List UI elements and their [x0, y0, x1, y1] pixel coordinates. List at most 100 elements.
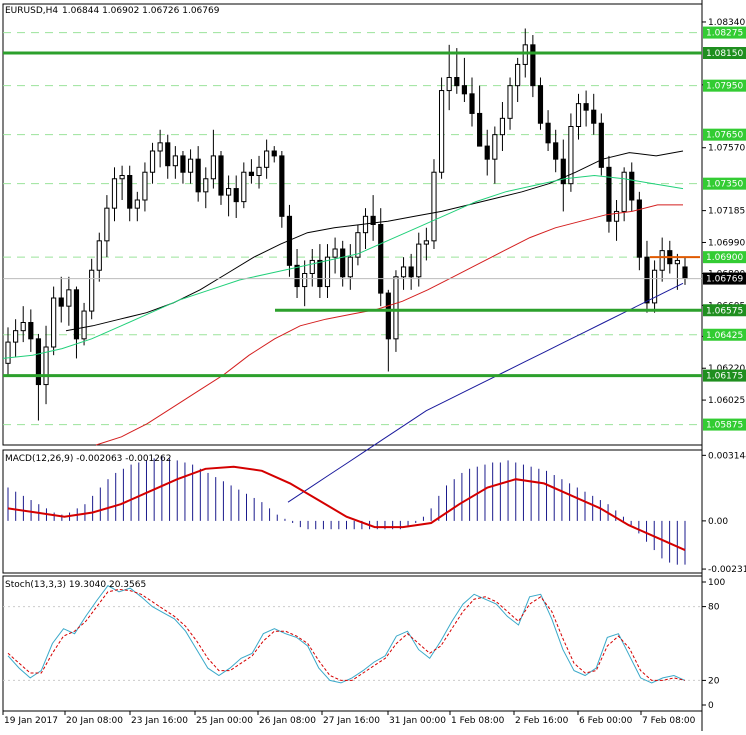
candle-body	[51, 297, 57, 348]
x-tick-label: 31 Jan 00:00	[389, 716, 446, 726]
candle-body	[73, 289, 80, 340]
candle-body	[583, 103, 589, 111]
candle-body	[461, 85, 467, 95]
candle-body	[13, 330, 19, 343]
candle-body	[203, 178, 209, 193]
candle-body	[598, 122, 604, 168]
key-level-tag-label: 1.06175	[706, 372, 743, 382]
candle-body	[294, 264, 300, 288]
grid-layer	[2, 0, 703, 731]
level-tag	[703, 418, 746, 431]
candle-body	[545, 122, 551, 144]
candle-body	[271, 150, 277, 157]
candle-body	[438, 90, 445, 173]
key-level-tag-label: 1.08150	[706, 49, 743, 59]
candle-body	[256, 166, 262, 176]
candle-body	[553, 142, 559, 160]
macd-y-tick-label: 0.00	[708, 517, 728, 527]
candle-body	[104, 207, 110, 242]
candle-body	[522, 44, 528, 65]
candle-body	[659, 250, 665, 271]
macd-title: MACD(12,26,9) -0.002063 -0.001262	[5, 454, 171, 464]
stoch-y-tick-label: 0	[708, 701, 714, 711]
stochastic-panel	[3, 585, 702, 684]
y-tick-label: 1.08340	[708, 18, 745, 28]
candle-body	[682, 266, 688, 279]
x-tick-label: 1 Feb 08:00	[451, 716, 505, 726]
level-tag-label: 1.07950	[706, 82, 743, 92]
level-tag	[703, 177, 746, 190]
candle-body	[210, 155, 216, 180]
candle-body	[674, 259, 680, 265]
candle-body	[165, 142, 171, 167]
candle-body	[477, 112, 483, 147]
candle-body	[636, 199, 642, 258]
candle-body	[28, 322, 34, 340]
candle-body	[613, 210, 620, 222]
level-tag	[703, 128, 746, 141]
candle-body	[43, 346, 49, 386]
x-tick-label: 19 Jan 2017	[4, 716, 58, 726]
stoch-y-tick-label: 80	[708, 603, 720, 613]
stoch-title: Stoch(13,3,3) 19.3040 20.3565	[5, 580, 146, 590]
current-price-tag	[703, 272, 746, 285]
candle-body	[385, 292, 391, 340]
candle-body	[309, 259, 315, 274]
candle-body	[644, 256, 650, 304]
candle-body	[575, 103, 582, 127]
level-tag-label: 1.06425	[706, 331, 743, 341]
y-tick-label: 1.06220	[708, 364, 745, 374]
level-tag-label: 1.08275	[706, 29, 743, 39]
x-tick-label: 23 Jan 16:00	[131, 716, 188, 726]
moving-average-line	[2, 174, 684, 359]
stoch-y-tick-label: 20	[708, 676, 720, 686]
candle-body	[233, 188, 239, 203]
key-level-tag	[703, 304, 746, 317]
key-level-tag-label: 1.06575	[706, 306, 743, 316]
candle-body	[629, 171, 635, 201]
chart-header-ohlc: 1.06844 1.06902 1.06726 1.06769	[62, 6, 220, 16]
x-tick-label: 26 Jan 08:00	[259, 716, 316, 726]
candle-body	[568, 126, 574, 185]
candle-body	[651, 269, 658, 304]
candle-body	[264, 150, 270, 168]
candle-body	[370, 215, 376, 225]
key-level-tag	[703, 369, 746, 382]
candle-body	[340, 248, 346, 278]
level-tag-label: 1.06900	[706, 253, 743, 263]
candle-body	[499, 117, 506, 136]
level-tag	[703, 26, 746, 39]
chart-header-symbol: EURUSD,H4	[5, 6, 58, 16]
level-tag-label: 1.05875	[706, 421, 743, 431]
candle-body	[515, 63, 521, 87]
candle-body	[492, 134, 498, 160]
level-tag-label: 1.07350	[706, 180, 743, 190]
x-tick-label: 2 Feb 16:00	[515, 716, 569, 726]
price-panel	[2, 28, 702, 503]
candle-body	[454, 77, 460, 87]
candle-body	[324, 256, 331, 288]
y-tick-label: 1.06025	[708, 396, 745, 406]
candle-body	[89, 269, 95, 312]
candle-body	[621, 171, 627, 212]
candle-body	[408, 266, 414, 278]
candle-body	[591, 109, 597, 124]
moving-average-line	[95, 204, 683, 446]
candle-body	[317, 259, 323, 288]
macd-signal-line	[7, 465, 686, 552]
candle-body	[302, 273, 308, 288]
x-tick-label: 25 Jan 00:00	[196, 716, 253, 726]
candle-body	[5, 341, 11, 364]
candle-body	[180, 155, 186, 173]
level-tag	[703, 79, 746, 92]
moving-average-line	[287, 282, 684, 503]
candle-body	[560, 158, 566, 185]
candle-body	[537, 85, 544, 124]
candle-body	[127, 175, 133, 209]
level-tag	[703, 328, 746, 341]
y-tick-label: 1.07570	[708, 144, 745, 154]
axis-layer: 1.083401.079551.075701.071851.069901.068…	[2, 18, 746, 726]
